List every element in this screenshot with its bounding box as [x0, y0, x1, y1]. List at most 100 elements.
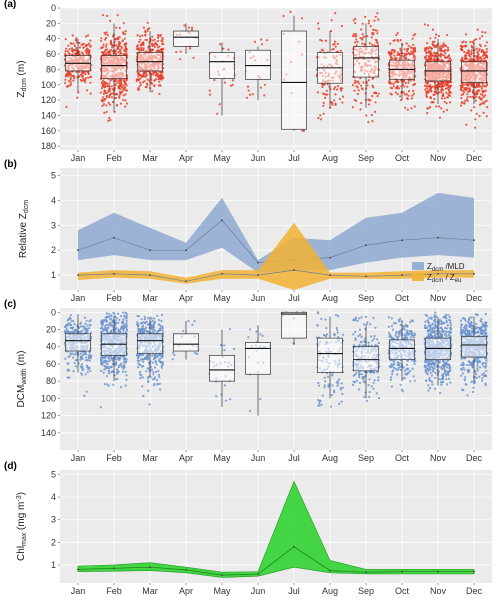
- median-point: [365, 275, 367, 278]
- data-point: [376, 95, 379, 98]
- data-point: [362, 378, 365, 381]
- data-point: [376, 29, 379, 32]
- data-point: [123, 49, 126, 52]
- data-point: [376, 370, 379, 374]
- data-point: [321, 83, 324, 86]
- data-point: [139, 38, 142, 41]
- data-point: [389, 42, 392, 45]
- data-point: [64, 50, 67, 53]
- data-point: [118, 330, 121, 333]
- data-point: [108, 88, 111, 91]
- data-point: [388, 81, 392, 84]
- data-point: [142, 360, 145, 363]
- data-point: [462, 40, 465, 43]
- data-point: [368, 19, 371, 22]
- data-point: [371, 84, 374, 87]
- data-point: [173, 353, 176, 356]
- x-tick-label: Apr: [179, 453, 193, 463]
- data-point: [481, 85, 484, 88]
- data-point: [160, 39, 163, 42]
- data-point: [351, 35, 355, 38]
- data-point: [145, 74, 148, 77]
- data-point: [78, 41, 81, 45]
- data-point: [395, 330, 398, 333]
- data-point: [377, 379, 380, 382]
- data-point: [124, 370, 127, 373]
- data-point: [355, 316, 358, 319]
- data-point: [156, 330, 159, 334]
- data-point: [376, 12, 379, 15]
- data-point: [120, 47, 123, 50]
- data-point: [84, 77, 87, 80]
- data-point: [218, 103, 221, 106]
- data-point: [460, 88, 463, 91]
- data-point: [470, 109, 473, 112]
- data-point: [143, 80, 146, 83]
- data-point: [122, 88, 125, 91]
- data-point: [67, 355, 70, 358]
- data-point: [64, 78, 67, 81]
- box-Aug: [315, 12, 345, 121]
- data-point: [449, 84, 453, 87]
- data-point: [125, 322, 128, 325]
- data-point: [68, 72, 71, 75]
- data-point: [485, 41, 488, 44]
- data-point: [146, 29, 149, 32]
- data-point: [138, 48, 141, 51]
- data-point: [73, 44, 76, 48]
- data-point: [157, 318, 161, 322]
- median-point: [329, 274, 331, 276]
- data-point: [107, 369, 110, 373]
- y-tick-label: 60: [46, 359, 56, 369]
- data-point: [460, 101, 463, 104]
- data-point: [370, 36, 373, 39]
- data-point: [85, 390, 88, 393]
- data-point: [68, 369, 71, 372]
- data-point: [461, 84, 464, 87]
- data-point: [368, 395, 371, 398]
- data-point: [125, 315, 129, 318]
- data-point: [425, 54, 428, 57]
- data-point: [153, 45, 156, 49]
- data-point: [64, 38, 67, 41]
- x-tick-label: Oct: [395, 153, 410, 163]
- data-point: [109, 118, 112, 122]
- data-point: [341, 392, 344, 396]
- data-point: [109, 92, 112, 95]
- data-point: [413, 105, 416, 108]
- data-point: [152, 357, 155, 361]
- data-point: [81, 363, 84, 366]
- data-point: [158, 92, 161, 95]
- data-point: [260, 38, 263, 41]
- data-point: [447, 54, 450, 58]
- data-point: [403, 57, 406, 60]
- data-point: [79, 73, 83, 76]
- data-point: [141, 34, 144, 37]
- data-point: [435, 92, 438, 95]
- data-point: [69, 81, 72, 84]
- data-point: [80, 79, 83, 82]
- data-point: [123, 33, 127, 36]
- data-point: [255, 330, 258, 333]
- data-point: [368, 103, 371, 106]
- median-point: [257, 261, 259, 264]
- data-point: [109, 39, 112, 43]
- x-tick-label: Dec: [466, 453, 483, 463]
- data-point: [100, 330, 103, 333]
- data-point: [289, 10, 292, 13]
- data-point: [371, 77, 374, 80]
- data-point: [139, 370, 142, 374]
- data-point: [365, 323, 368, 326]
- data-point: [65, 105, 68, 108]
- data-point: [340, 382, 343, 385]
- x-tick-label: Nov: [430, 153, 447, 163]
- data-point: [478, 48, 481, 51]
- data-point: [393, 49, 396, 52]
- data-point: [410, 50, 413, 53]
- data-point: [331, 384, 334, 387]
- data-point: [79, 352, 82, 355]
- data-point: [159, 76, 162, 79]
- data-point: [137, 47, 140, 50]
- median-point: [437, 272, 439, 275]
